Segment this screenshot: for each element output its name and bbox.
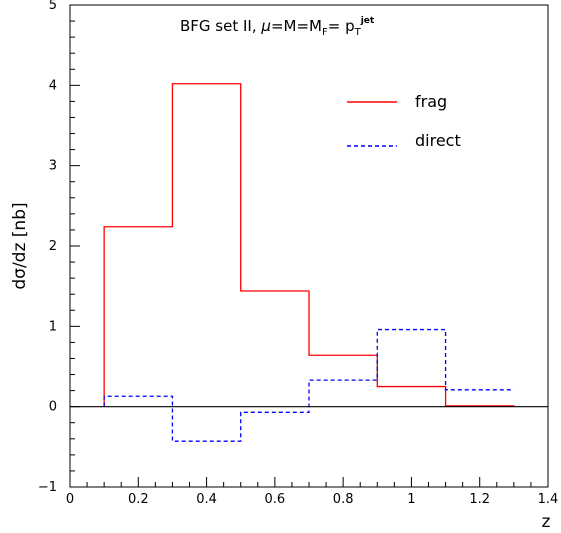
- x-tick-label: 0.4: [196, 492, 217, 507]
- title-sup-jet: jet: [360, 16, 375, 26]
- y-axis-ticks: −1 0 1 2 3 4 5: [38, 0, 80, 495]
- title-prefix: BFG set II,: [180, 17, 261, 35]
- x-tick-label: 1.4: [538, 492, 559, 507]
- legend-label-frag: frag: [415, 92, 447, 111]
- y-axis-title: dσ/dz [nb]: [10, 202, 30, 289]
- x-tick-label: 1.2: [469, 492, 490, 507]
- x-tick-label: 0: [66, 492, 74, 507]
- y-tick-label: 2: [49, 239, 57, 254]
- legend-label-direct: direct: [415, 131, 461, 150]
- title-sub-f: F: [322, 27, 328, 38]
- x-tick-label: 0.6: [265, 492, 286, 507]
- y-tick-label: 4: [49, 78, 57, 93]
- title-eq2: = p: [328, 17, 355, 35]
- x-axis-ticks: 0 0.2 0.4 0.6 0.8 1 1.2 1.4: [66, 477, 558, 507]
- x-tick-label: 0.8: [333, 492, 354, 507]
- series-frag-histogram: [103, 83, 515, 407]
- x-tick-label: 1: [407, 492, 415, 507]
- chart-title: BFG set II, μ=M=MF= pTjet: [180, 16, 375, 38]
- title-sub-t: T: [354, 27, 362, 38]
- y-tick-label: 0: [49, 400, 57, 415]
- title-eq1: =M=M: [271, 17, 322, 35]
- legend: frag direct: [347, 92, 461, 150]
- y-tick-label: 5: [49, 0, 57, 13]
- x-tick-label: 0.2: [128, 492, 149, 507]
- y-tick-label: −1: [38, 480, 57, 495]
- y-tick-label: 1: [49, 319, 57, 334]
- series-direct-histogram: [103, 328, 514, 442]
- title-mu: μ: [260, 17, 271, 35]
- plot-frame: [69, 4, 549, 488]
- x-axis-title: z: [542, 512, 551, 532]
- series-layer: [103, 83, 515, 442]
- y-tick-label: 3: [49, 159, 57, 174]
